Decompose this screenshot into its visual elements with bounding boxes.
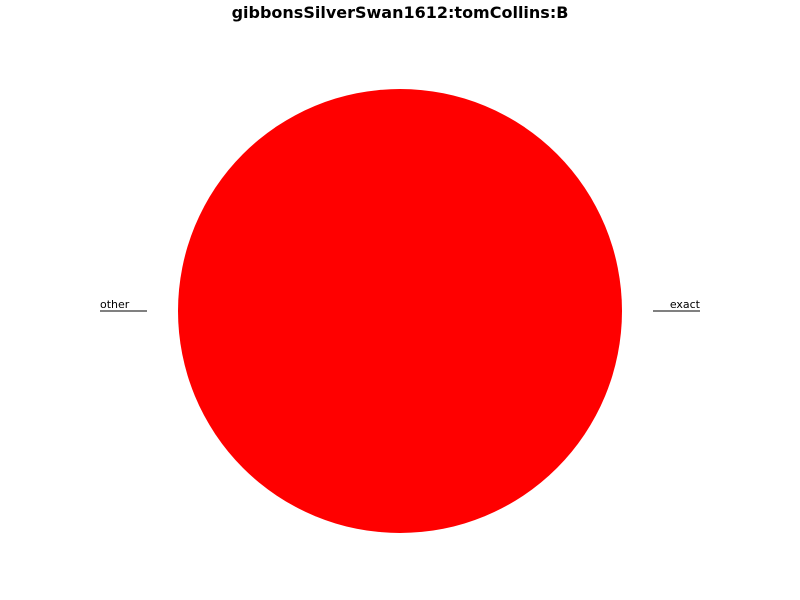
chart-title: gibbonsSilverSwan1612:tomCollins:B <box>232 3 569 22</box>
pie-labels: exact other <box>100 298 701 312</box>
pie-slice-other <box>178 89 622 533</box>
pie-label-other: other <box>100 298 130 311</box>
pie-label-exact: exact <box>670 298 701 311</box>
pie-slices <box>178 89 622 533</box>
